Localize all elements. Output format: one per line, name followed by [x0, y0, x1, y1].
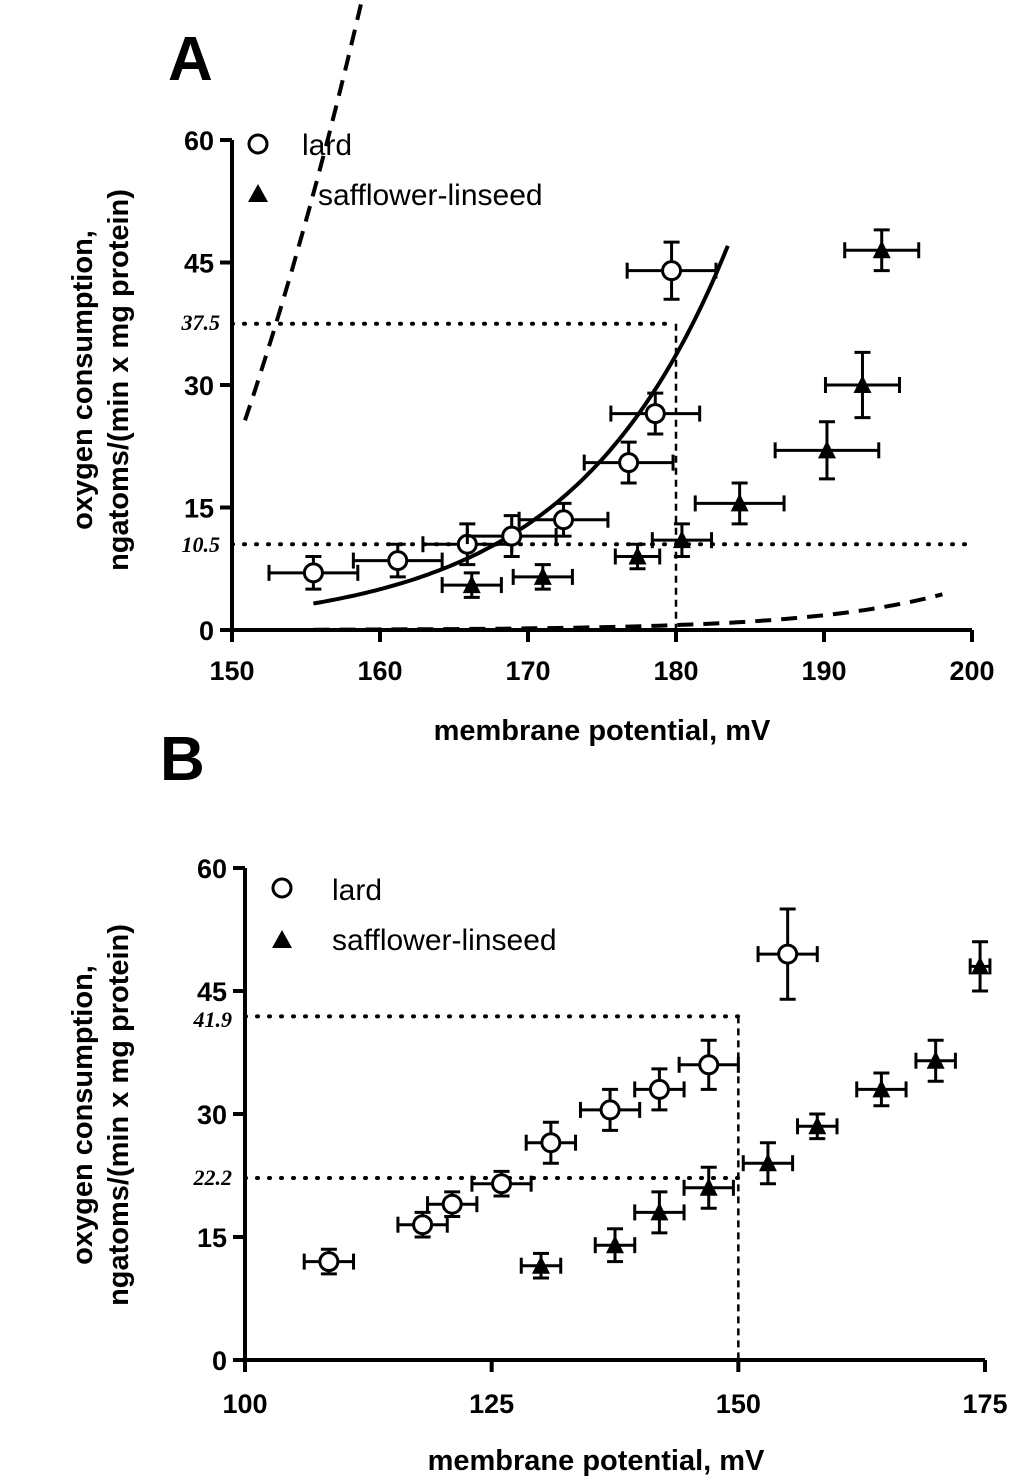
panel-b-ylabel-line1: oxygen consumption,	[67, 965, 99, 1265]
x-tick-label-a: 200	[949, 656, 994, 686]
legend-a-safflower-label: safflower-linseed	[318, 179, 543, 212]
point-safflower-linseed-a-2	[628, 546, 647, 565]
point-lard-a-6	[644, 403, 666, 425]
point-safflower-linseed-a-0	[462, 575, 481, 594]
panel-b-plot: 0 15 30 45 60 100 125 150 175	[197, 0, 1008, 1419]
y-tick-label-b: 0	[212, 1346, 227, 1376]
y-tick-label-a: 60	[184, 126, 214, 156]
panel-b-ylabel: oxygen consumption, ngatoms/(min x mg pr…	[67, 924, 135, 1306]
panel-b-xlabel: membrane potential, mV	[428, 1445, 765, 1477]
y-tick-label-a: 15	[184, 494, 214, 524]
legend-a-lard-marker	[247, 133, 269, 155]
legend-b-safflower-marker	[272, 930, 292, 948]
point-lard-b-1	[412, 1214, 434, 1236]
point-lard-b-4	[540, 1132, 562, 1154]
panel-a-legend: lard safflower-linseed	[247, 129, 543, 212]
panel-a-ylabel-line2: ngatoms/(min x mg protein)	[103, 189, 135, 571]
y-tick-label-b: 45	[197, 977, 227, 1007]
y-tick-label-b: 60	[197, 854, 227, 884]
point-lard-b-0	[318, 1251, 340, 1273]
y-tick-label-b: 30	[197, 1100, 227, 1130]
panel-a: A oxygen consumption, ngatoms/(min x mg …	[67, 25, 995, 747]
fit-curve-lard-a	[313, 245, 730, 606]
point-lard-b-3	[491, 1173, 513, 1195]
legend-a-safflower-marker	[248, 184, 268, 202]
panel-a-plot: 0 15 30 45 60 150 160 170 180 190 200	[184, 126, 995, 686]
point-safflower-linseed-a-4	[730, 493, 749, 512]
y-tick-label-a: 30	[184, 371, 214, 401]
point-safflower-linseed-b-8	[971, 956, 990, 975]
legend-b-lard-label: lard	[332, 874, 382, 907]
panel-a-ref-label-37-5: 37.5	[181, 310, 221, 335]
point-safflower-linseed-a-1	[533, 566, 552, 585]
x-tick-label-a: 160	[357, 656, 402, 686]
panel-a-letter: A	[168, 25, 213, 94]
point-lard-a-1	[387, 550, 409, 572]
point-safflower-linseed-b-6	[872, 1079, 891, 1098]
y-tick-label-b: 15	[197, 1223, 227, 1253]
point-lard-b-2	[441, 1193, 463, 1215]
panel-a-ylabel-line1: oxygen consumption,	[67, 230, 99, 530]
point-safflower-linseed-a-5	[817, 440, 836, 459]
point-lard-a-3	[501, 525, 523, 547]
panel-b-ref-label-22-2: 22.2	[193, 1165, 233, 1190]
panel-a-xlabel: membrane potential, mV	[434, 715, 771, 747]
point-lard-a-5	[618, 452, 640, 474]
x-tick-label-a: 150	[209, 656, 254, 686]
panel-a-ylabel: oxygen consumption, ngatoms/(min x mg pr…	[67, 189, 135, 571]
fit-curve-safflower-linseed-a	[313, 592, 943, 632]
point-safflower-linseed-b-3	[699, 1177, 718, 1196]
panel-b-legend: lard safflower-linseed	[271, 874, 557, 957]
point-safflower-linseed-b-1	[606, 1235, 624, 1254]
point-safflower-linseed-b-4	[758, 1153, 777, 1172]
point-safflower-linseed-a-3	[672, 530, 691, 549]
point-safflower-linseed-b-0	[532, 1255, 550, 1274]
point-lard-b-7	[698, 1054, 720, 1076]
legend-b-lard-marker	[271, 877, 293, 899]
y-tick-label-a: 45	[184, 249, 214, 279]
point-lard-b-6	[648, 1078, 670, 1100]
x-tick-label-b: 150	[716, 1389, 761, 1419]
point-lard-a-0	[302, 562, 324, 584]
point-safflower-linseed-b-2	[650, 1202, 669, 1221]
panel-b-ref-label-41-9: 41.9	[193, 1007, 233, 1032]
x-tick-label-b: 175	[962, 1389, 1007, 1419]
panel-b-ylabel-line2: ngatoms/(min x mg protein)	[103, 924, 135, 1306]
x-tick-label-a: 190	[801, 656, 846, 686]
point-lard-a-4	[553, 509, 575, 531]
point-safflower-linseed-b-7	[926, 1050, 945, 1069]
x-tick-label-b: 125	[469, 1389, 514, 1419]
panel-b: B oxygen consumption, ngatoms/(min x mg …	[67, 0, 1008, 1477]
x-tick-label-a: 170	[505, 656, 550, 686]
point-lard-b-5	[599, 1099, 621, 1121]
y-tick-label-a: 0	[199, 616, 214, 646]
point-safflower-linseed-a-6	[853, 375, 872, 393]
x-tick-label-b: 100	[222, 1389, 267, 1419]
point-lard-b-8	[777, 943, 799, 965]
panel-b-letter: B	[160, 725, 205, 794]
point-safflower-linseed-a-7	[872, 240, 891, 259]
point-safflower-linseed-b-5	[808, 1116, 827, 1135]
point-lard-a-7	[661, 260, 683, 282]
x-tick-label-a: 180	[653, 656, 698, 686]
legend-b-safflower-label: safflower-linseed	[332, 924, 557, 957]
panel-a-ref-label-10-5: 10.5	[182, 532, 221, 557]
